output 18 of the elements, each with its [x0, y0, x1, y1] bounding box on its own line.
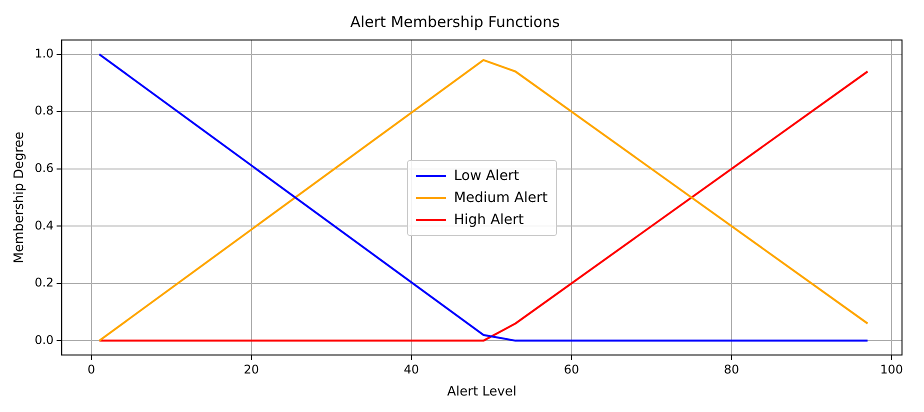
y-tick-label: 0.4 — [34, 218, 54, 232]
x-tick-label: 80 — [724, 362, 740, 376]
legend-label: Low Alert — [454, 166, 520, 186]
legend-label: High Alert — [454, 210, 524, 230]
x-tick-label: 0 — [87, 362, 96, 376]
y-tick-label: 0.0 — [34, 332, 54, 347]
chart-title: Alert Membership Functions — [350, 12, 560, 31]
y-axis-title: Membership Degree — [12, 132, 28, 264]
x-axis-title: Alert Level — [447, 384, 517, 400]
legend-label: Medium Alert — [454, 188, 548, 208]
x-tick-label: 100 — [880, 362, 904, 376]
y-tick-label: 0.2 — [34, 276, 54, 290]
x-tick-label: 40 — [404, 362, 420, 376]
y-tick-label: 0.6 — [34, 160, 54, 175]
y-tick-label: 1.0 — [34, 46, 54, 60]
x-tick-label: 60 — [564, 362, 580, 376]
y-tick-label: 0.8 — [34, 104, 54, 118]
x-tick-label: 20 — [244, 362, 259, 376]
